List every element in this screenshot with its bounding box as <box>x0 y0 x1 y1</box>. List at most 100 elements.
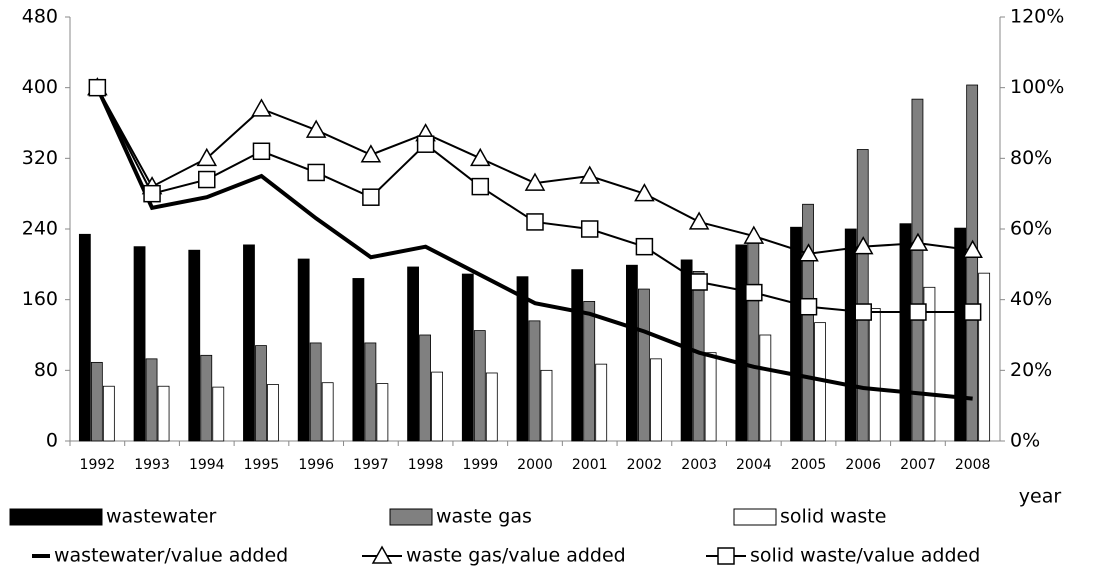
marker <box>307 163 325 182</box>
bar <box>790 226 802 442</box>
x-tick-label: 2008 <box>955 457 991 473</box>
y-tick-label: 480 <box>22 6 58 28</box>
bar <box>844 228 857 442</box>
legend-label: waste gas <box>436 506 532 528</box>
marker <box>854 303 872 321</box>
x-tick-label: 2002 <box>627 457 663 473</box>
x-tick-label: 1999 <box>462 457 498 473</box>
marker <box>690 273 708 291</box>
bar <box>868 308 881 442</box>
legend-label: waste gas/value added <box>406 545 626 567</box>
marker <box>580 220 599 238</box>
marker <box>196 147 218 167</box>
bar <box>321 382 334 442</box>
marker <box>526 213 544 231</box>
bar <box>352 278 365 442</box>
bar <box>692 270 705 442</box>
x-tick-label: 1998 <box>408 457 444 473</box>
marker <box>962 239 983 258</box>
marker <box>635 237 654 256</box>
bar <box>966 84 979 442</box>
y2-tick-label: 40% <box>1010 288 1052 310</box>
bar <box>923 286 936 442</box>
bar <box>212 386 225 442</box>
y-tick-label: 160 <box>22 288 58 310</box>
x-tick-label: 2007 <box>900 457 936 473</box>
bar <box>255 345 267 442</box>
x-tick-label: 2000 <box>517 457 553 473</box>
marker <box>471 177 490 196</box>
x-tick-label: 1997 <box>353 457 389 473</box>
bar <box>735 244 748 442</box>
bar <box>954 227 967 442</box>
bar <box>747 237 760 442</box>
bar <box>473 330 486 442</box>
bar <box>802 203 814 442</box>
y2-tick-label: 120% <box>1010 6 1064 28</box>
x-tick-label: 2001 <box>572 457 608 473</box>
y-tick-label: 80 <box>34 359 58 381</box>
line <box>96 87 973 314</box>
bar <box>516 276 529 442</box>
marker <box>909 303 927 321</box>
bar <box>595 363 608 442</box>
y2-tick-label: 80% <box>1010 147 1052 169</box>
bar <box>376 383 389 442</box>
legend-label: wastewater/value added <box>54 545 288 567</box>
x-tick-label: 2006 <box>845 457 881 473</box>
bar <box>243 244 255 442</box>
bar <box>267 384 279 442</box>
bar <box>419 334 431 442</box>
marker <box>416 135 435 153</box>
bar <box>978 272 991 442</box>
marker <box>305 119 327 138</box>
bar <box>704 352 717 442</box>
bar <box>157 385 170 442</box>
marker <box>198 170 216 189</box>
bar <box>431 371 443 442</box>
bar <box>407 266 419 442</box>
bar <box>528 320 541 442</box>
y-tick-label: 320 <box>22 147 58 169</box>
legend-label: wastewater <box>106 506 217 528</box>
y2-tick-label: 60% <box>1010 218 1052 240</box>
legend-swatch <box>9 508 103 526</box>
legend-marker <box>371 545 393 564</box>
x-tick-label: 1994 <box>189 457 225 473</box>
x-tick-label: 1993 <box>134 457 170 473</box>
x-axis-label: year <box>1019 486 1062 508</box>
bar <box>309 342 322 442</box>
bar <box>461 273 474 442</box>
y2-tick-label: 100% <box>1010 76 1064 98</box>
marker <box>688 211 710 230</box>
marker <box>88 78 107 97</box>
marker <box>362 188 380 206</box>
bar <box>297 258 310 442</box>
y-tick-label: 0 <box>46 430 58 452</box>
bar <box>485 372 498 442</box>
marker <box>852 236 874 255</box>
bar <box>200 354 213 442</box>
x-tick-label: 1995 <box>244 457 280 473</box>
bar <box>759 334 772 442</box>
marker <box>743 225 765 244</box>
marker <box>524 172 546 191</box>
bar <box>911 98 924 442</box>
bar <box>364 342 377 442</box>
bar <box>583 301 596 442</box>
y-tick-label: 400 <box>22 76 58 98</box>
bar <box>638 288 650 442</box>
marker <box>799 297 818 316</box>
x-tick-label: 1992 <box>80 457 116 473</box>
bar <box>90 361 103 442</box>
legend-marker <box>717 547 735 565</box>
legend-label: solid waste <box>780 506 886 528</box>
marker <box>634 183 655 202</box>
bar <box>102 385 115 442</box>
bar <box>856 149 869 442</box>
x-tick-label: 1996 <box>298 457 334 473</box>
marker <box>798 243 819 262</box>
marker <box>143 184 161 203</box>
bar <box>133 246 146 442</box>
